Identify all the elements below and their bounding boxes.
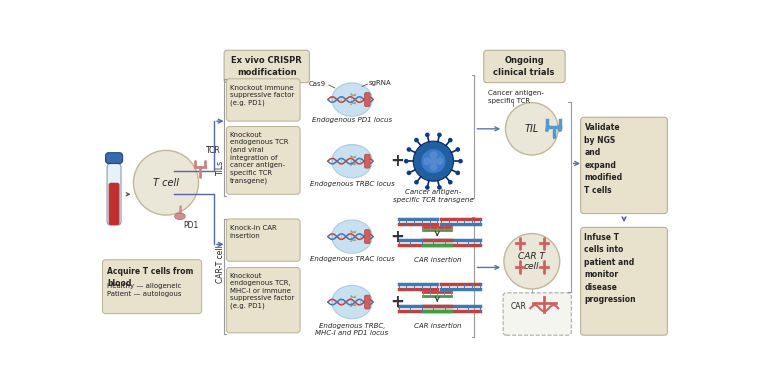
Circle shape [504, 233, 560, 289]
Text: ✂: ✂ [350, 301, 357, 310]
FancyBboxPatch shape [364, 230, 370, 243]
FancyBboxPatch shape [581, 117, 668, 214]
Text: T cell: T cell [153, 178, 179, 188]
FancyBboxPatch shape [226, 127, 300, 194]
FancyBboxPatch shape [105, 153, 122, 163]
Circle shape [425, 133, 430, 137]
Circle shape [430, 158, 437, 165]
Text: TILs: TILs [216, 160, 225, 175]
Circle shape [437, 133, 442, 137]
Ellipse shape [332, 83, 372, 116]
Text: Infuse T
cells into
patient and
monitor
disease
progression: Infuse T cells into patient and monitor … [584, 233, 636, 304]
Circle shape [505, 103, 558, 155]
Text: sgRNA: sgRNA [369, 80, 392, 86]
Text: +: + [390, 152, 404, 170]
Circle shape [456, 147, 460, 152]
Text: CAR T
cell: CAR T cell [518, 252, 545, 271]
Text: Endogenous TRBC,
MHC-I and PD1 locus: Endogenous TRBC, MHC-I and PD1 locus [316, 323, 389, 336]
Text: +: + [390, 293, 404, 311]
Text: ✂: ✂ [350, 152, 357, 161]
Text: +: + [390, 228, 404, 246]
Ellipse shape [332, 144, 372, 178]
FancyBboxPatch shape [226, 219, 300, 261]
Circle shape [425, 185, 430, 190]
Text: CAR insertion: CAR insertion [413, 257, 461, 264]
Circle shape [404, 159, 409, 163]
Text: PD1: PD1 [183, 221, 199, 230]
Text: Knock-in CAR
insertion: Knock-in CAR insertion [229, 225, 276, 238]
Ellipse shape [332, 286, 372, 319]
Text: Ex vivo CRISPR
modification: Ex vivo CRISPR modification [231, 57, 302, 77]
Text: ✂: ✂ [350, 160, 357, 169]
Circle shape [133, 151, 199, 215]
Circle shape [414, 138, 419, 142]
Text: Endogenous PD1 locus: Endogenous PD1 locus [312, 117, 392, 123]
Text: Acquire T cells from
blood: Acquire T cells from blood [107, 267, 193, 288]
Text: Knockout immune
suppressive factor
(e.g. PD1): Knockout immune suppressive factor (e.g.… [229, 85, 294, 106]
Circle shape [430, 163, 437, 171]
Circle shape [407, 171, 411, 175]
Circle shape [448, 138, 453, 142]
Circle shape [437, 185, 442, 190]
Text: Cancer antigen-
specific TCR: Cancer antigen- specific TCR [488, 90, 544, 104]
FancyBboxPatch shape [107, 163, 121, 225]
Text: Healthy — allogeneic
Patient — autologous: Healthy — allogeneic Patient — autologou… [107, 283, 182, 297]
FancyBboxPatch shape [226, 79, 300, 121]
FancyBboxPatch shape [226, 267, 300, 333]
Text: CAR: CAR [511, 302, 527, 311]
Text: ✂: ✂ [350, 91, 357, 100]
FancyBboxPatch shape [484, 50, 565, 83]
FancyBboxPatch shape [364, 295, 370, 309]
FancyBboxPatch shape [224, 50, 310, 83]
Text: CAR-T cell: CAR-T cell [216, 245, 225, 283]
FancyBboxPatch shape [364, 154, 370, 168]
Text: Knockout
endogenous TCR,
MHC-I or immune
suppressive factor
(e.g. PD1): Knockout endogenous TCR, MHC-I or immune… [229, 273, 294, 309]
Circle shape [456, 171, 460, 175]
Circle shape [414, 180, 419, 185]
Circle shape [413, 141, 454, 181]
Text: ✂: ✂ [350, 236, 357, 245]
Text: TCR: TCR [206, 146, 221, 155]
FancyBboxPatch shape [503, 293, 571, 335]
Circle shape [448, 180, 453, 185]
Circle shape [407, 147, 411, 152]
FancyBboxPatch shape [581, 228, 668, 335]
Text: CAR insertion: CAR insertion [413, 323, 461, 329]
Circle shape [424, 158, 431, 165]
Text: Cas9: Cas9 [309, 81, 326, 87]
Text: TIL: TIL [524, 124, 539, 134]
Circle shape [430, 151, 437, 159]
Text: ✂: ✂ [350, 99, 357, 108]
Ellipse shape [175, 213, 186, 219]
Text: Endogenous TRBC locus: Endogenous TRBC locus [310, 181, 394, 187]
Text: Validate
by NGS
and
expand
modified
T cells: Validate by NGS and expand modified T ce… [584, 123, 623, 195]
Circle shape [458, 159, 463, 163]
Text: Ongoing
clinical trials: Ongoing clinical trials [494, 57, 554, 77]
Text: ✂: ✂ [350, 293, 357, 302]
Ellipse shape [332, 220, 372, 253]
FancyBboxPatch shape [102, 260, 202, 313]
FancyBboxPatch shape [109, 183, 119, 225]
FancyBboxPatch shape [364, 92, 370, 106]
Text: ✂: ✂ [350, 228, 357, 237]
Circle shape [421, 149, 446, 173]
Text: Cancer antigen-
specific TCR transgene: Cancer antigen- specific TCR transgene [393, 189, 474, 203]
Circle shape [436, 158, 444, 165]
Text: Endogenous TRAC locus: Endogenous TRAC locus [310, 256, 394, 262]
Text: Knockout
endogenous TCR
(and viral
integration of
cancer antigen-
specific TCR
t: Knockout endogenous TCR (and viral integ… [229, 132, 288, 184]
